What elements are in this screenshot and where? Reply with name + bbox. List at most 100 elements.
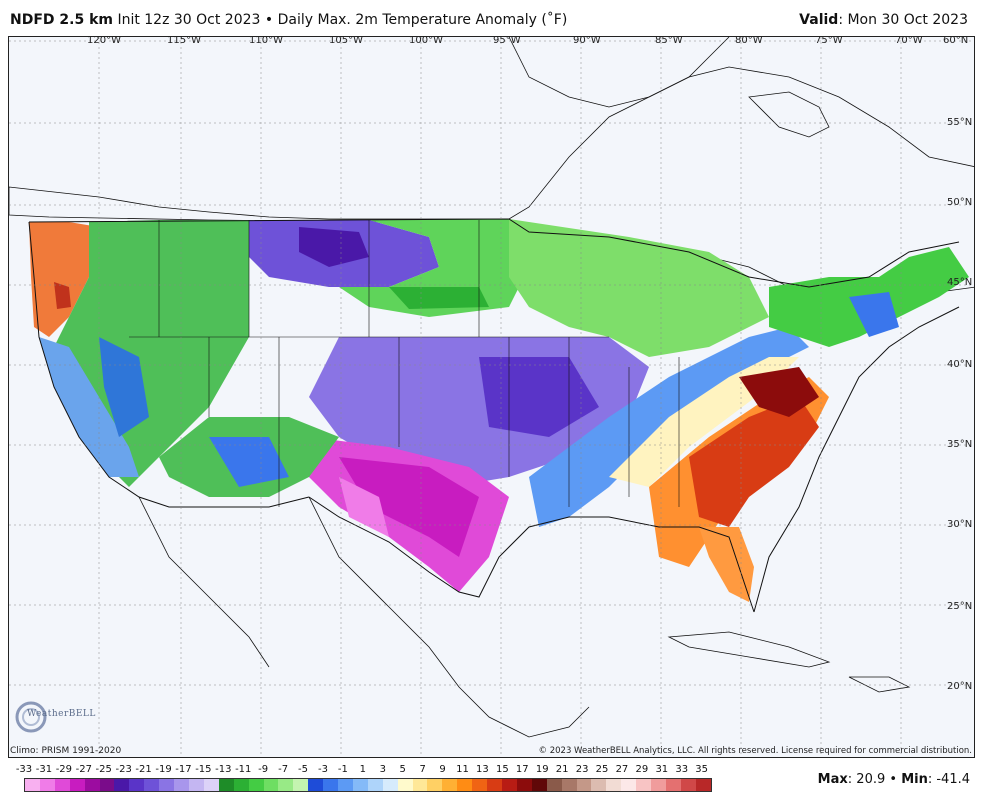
- lat-label: 60°N: [943, 36, 969, 46]
- colorbar-cell: [144, 779, 160, 791]
- colorbar-tick-label: 19: [535, 764, 549, 775]
- colorbar-tick-label: -13: [215, 764, 232, 775]
- map-title: NDFD 2.5 km Init 12z 30 Oct 2023 • Daily…: [10, 12, 567, 28]
- colorbar-cell: [203, 779, 219, 791]
- weatherbell-logo: WeatherBELL: [13, 695, 103, 739]
- colorbar-cell: [382, 779, 398, 791]
- colorbar-cell: [412, 779, 428, 791]
- colorbar-tick-label: 3: [379, 764, 386, 775]
- colorbar-tick-label: -31: [35, 764, 53, 775]
- colorbar-tick-label: 27: [615, 764, 629, 775]
- colorbar-tick-label: 35: [695, 764, 709, 775]
- colorbar-cell: [576, 779, 592, 791]
- lon-label: 105°W: [329, 36, 363, 46]
- colorbar-cell: [651, 779, 666, 791]
- colorbar-cell: [621, 779, 637, 791]
- colorbar-tick-label: 29: [635, 764, 649, 775]
- colorbar-tick-label: -33: [15, 764, 33, 775]
- lon-label: 120°W: [87, 36, 121, 46]
- colorbar-tick-label: 33: [675, 764, 689, 775]
- colorbar-cell: [263, 779, 279, 791]
- lon-label: 115°W: [167, 36, 201, 46]
- product-name: NDFD 2.5 km: [10, 12, 113, 28]
- colorbar-tick-label: -3: [317, 764, 328, 775]
- stats-separator: •: [885, 772, 902, 787]
- lat-label: 55°N: [947, 117, 973, 128]
- colorbar-cell: [39, 779, 55, 791]
- colorbar-tick-label: -19: [155, 764, 172, 775]
- map-header: NDFD 2.5 km Init 12z 30 Oct 2023 • Daily…: [0, 0, 984, 34]
- colorbar-tick-label: -15: [195, 764, 212, 775]
- colorbar-cell: [531, 779, 547, 791]
- colorbar-cell: [665, 779, 681, 791]
- colorbar-cell: [680, 779, 696, 791]
- colorbar-cell: [25, 779, 40, 791]
- colorbar-cell: [591, 779, 607, 791]
- init-time: Init 12z 30 Oct 2023: [117, 12, 261, 28]
- copyright-note: © 2023 WeatherBELL Analytics, LLC. All r…: [538, 746, 972, 756]
- colorbar-cell: [352, 779, 368, 791]
- colorbar-cell: [338, 779, 353, 791]
- colorbar-tick-label: -29: [55, 764, 73, 775]
- colorbar-cell: [457, 779, 473, 791]
- lat-label: 30°N: [947, 519, 973, 530]
- colorbar-cell: [308, 779, 324, 791]
- lat-label: 20°N: [947, 681, 973, 692]
- colorbar-cell: [695, 779, 711, 791]
- colorbar-cell: [248, 779, 264, 791]
- colorbar-tick-label: 11: [456, 764, 469, 775]
- colorbar-cell: [516, 779, 532, 791]
- lon-label: 100°W: [409, 36, 443, 46]
- colorbar-cell: [561, 779, 577, 791]
- valid-value: : Mon 30 Oct 2023: [838, 12, 968, 28]
- colorbar-cell: [69, 779, 85, 791]
- colorbar-tick-label: 25: [595, 764, 609, 775]
- colorbar-tick-label: -21: [135, 764, 152, 775]
- colorbar-bar: [24, 778, 712, 792]
- map-canvas: [9, 37, 974, 757]
- colorbar-tick-label: -23: [115, 764, 132, 775]
- lon-label: 75°W: [815, 36, 843, 46]
- lat-label: 40°N: [947, 359, 973, 370]
- lon-label: 85°W: [655, 36, 683, 46]
- colorbar-cell: [99, 779, 115, 791]
- valid-time: Valid: Mon 30 Oct 2023: [799, 12, 968, 28]
- colorbar-tick-label: -1: [337, 764, 348, 775]
- colorbar-tick-label: 31: [655, 764, 669, 775]
- colorbar-tick-label: 21: [555, 764, 569, 775]
- valid-label: Valid: [799, 12, 839, 28]
- colorbar-cell: [188, 779, 204, 791]
- colorbar-cell: [442, 779, 458, 791]
- colorbar-tick-label: -17: [175, 764, 192, 775]
- field-description: Daily Max. 2m Temperature Anomaly (˚F): [277, 12, 568, 28]
- max-value: : 20.9: [847, 772, 886, 787]
- colorbar-cell: [502, 779, 517, 791]
- colorbar-cell: [233, 779, 249, 791]
- colorbar-tick-label: -25: [95, 764, 112, 775]
- colorbar-tick-label: -27: [75, 764, 92, 775]
- colorbar-cell: [487, 779, 502, 791]
- colorbar-tick-label: -11: [235, 764, 252, 775]
- colorbar-tick-label: 9: [439, 764, 446, 775]
- colorbar-cell: [367, 779, 383, 791]
- colorbar-cell: [114, 779, 130, 791]
- lat-label: 45°N: [947, 277, 973, 288]
- colorbar-cell: [293, 779, 309, 791]
- anomaly-map: 120°W 115°W 110°W 105°W 100°W 95°W 90°W …: [8, 36, 975, 758]
- colorbar-cell: [84, 779, 100, 791]
- colorbar-cell: [636, 779, 652, 791]
- colorbar-cell: [472, 779, 488, 791]
- colorbar-tick-label: 15: [495, 764, 509, 775]
- lon-label: 95°W: [493, 36, 521, 46]
- max-label: Max: [817, 772, 848, 787]
- colorbar-cell: [278, 779, 294, 791]
- colorbar-tick-label: -7: [278, 764, 289, 775]
- min-label: Min: [901, 772, 928, 787]
- lat-label: 25°N: [947, 601, 973, 612]
- min-value: : -41.4: [927, 772, 970, 787]
- colorbar-cell: [54, 779, 70, 791]
- colorbar-tick-label: -9: [258, 764, 269, 775]
- colorbar-legend: -33 -31 -29 -27 -25 -23 -21 -19 -17 -15 -13 -11 -9 -7…: [12, 762, 712, 802]
- colorbar-tick-label: 17: [515, 764, 529, 775]
- colorbar-cell: [606, 779, 622, 791]
